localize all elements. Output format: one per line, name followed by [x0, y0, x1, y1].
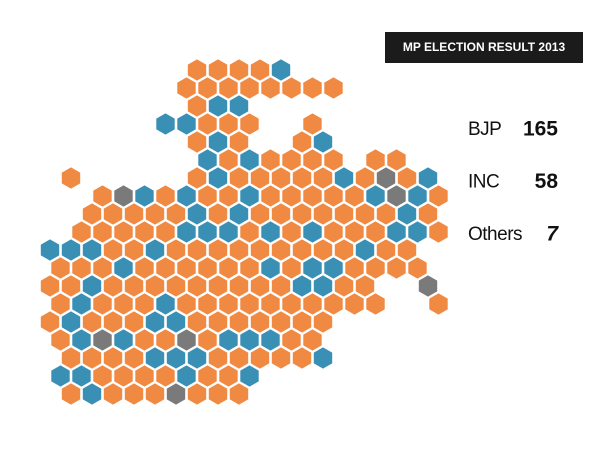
seat-hex [228, 381, 250, 407]
seat-hex [427, 291, 450, 317]
seat-hex [270, 345, 292, 371]
seat-hex [60, 165, 82, 191]
seat-hex [165, 381, 187, 407]
party-seats: 165 [523, 118, 558, 141]
seat-hex [427, 219, 450, 245]
seat-hex [280, 75, 303, 101]
seat-hex [102, 381, 124, 407]
seat-hex [343, 291, 366, 317]
seat-hex [385, 255, 408, 281]
seat-hex [60, 381, 82, 407]
seat-hex [81, 381, 103, 407]
title: MP ELECTION RESULT 2013 [403, 40, 566, 54]
seat-hex [259, 75, 282, 101]
party-name: INC [468, 172, 499, 193]
party-name: BJP [468, 119, 501, 140]
title-box [385, 32, 583, 63]
seat-hex [291, 345, 313, 371]
seat-hex [322, 75, 345, 101]
seat-hex [123, 381, 145, 407]
legend: BJP 165 INC 58 Others 7 [468, 118, 559, 246]
seat-hex [154, 111, 177, 137]
seat-hex [364, 291, 387, 317]
seat-hex [301, 75, 324, 101]
party-name: Others [468, 224, 522, 245]
hex-map [39, 57, 450, 407]
seat-hex [144, 381, 166, 407]
seat-hex [312, 345, 334, 371]
seat-hex [186, 381, 208, 407]
seat-hex [207, 381, 229, 407]
party-seats: 58 [535, 170, 559, 193]
party-seats: 7 [546, 223, 559, 246]
